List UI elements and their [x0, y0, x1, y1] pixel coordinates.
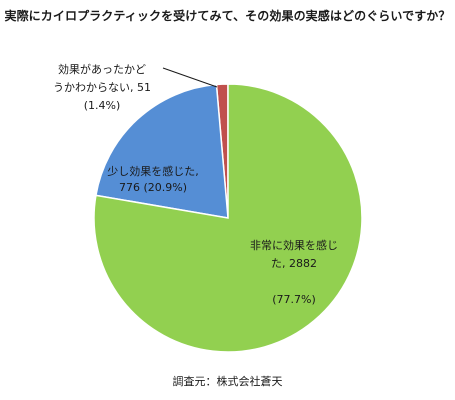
leader-line [162, 67, 218, 88]
label-unsure: 効果があったかどうかわからない, 51 (1.4%) [53, 62, 151, 112]
chart-title: 実際にカイロプラクティックを受けてみて、その効果の実感はどのぐらいですか？ [4, 9, 451, 23]
label-somewhat-effective: 少し効果を感じた, 776 (20.9%) [107, 164, 199, 194]
slice-very-effective [93, 83, 363, 353]
label-very-effective: 非常に効果を感じた, 2882 (77.7%) [250, 238, 338, 306]
slice-somewhat-effective [95, 83, 229, 219]
source-note: 調査元：株式会社蒼天 [172, 375, 283, 388]
